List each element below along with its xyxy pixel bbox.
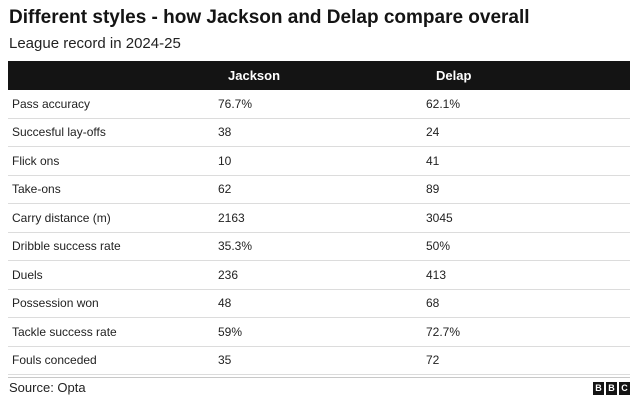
delap-value: 72.7% [424,317,630,347]
delap-value: 50% [424,232,630,261]
jackson-value: 76.7% [216,90,424,119]
comparison-table: Jackson Delap Pass accuracy 76.7% 62.1% Suc… [8,61,630,375]
table-row: Pass accuracy 76.7% 62.1% [8,90,630,119]
jackson-value: 236 [216,260,424,290]
column-header-stat [8,61,216,90]
footer-divider [8,377,630,378]
table-header-row: Jackson Delap [8,61,630,90]
logo-letter: B [593,382,604,395]
delap-value: 62.1% [424,90,630,119]
jackson-value: 59% [216,317,424,347]
stat-label: Succesful lay-offs [8,118,216,147]
stat-label: Take-ons [8,175,216,204]
page-subtitle: League record in 2024-25 [9,35,181,52]
source-note: Source: Opta [9,380,86,395]
delap-value: 89 [424,175,630,204]
table-row: Carry distance (m) 2163 3045 [8,203,630,233]
column-header-delap: Delap [436,68,472,83]
stat-label: Carry distance (m) [8,203,216,233]
delap-value: 413 [424,260,630,290]
stat-label: Fouls conceded [8,346,216,375]
delap-value: 41 [424,146,630,176]
page-title: Different styles - how Jackson and Delap… [9,7,530,28]
stat-label: Duels [8,260,216,290]
jackson-value: 62 [216,175,424,204]
table-row: Tackle success rate 59% 72.7% [8,317,630,347]
bbc-logo: B B C [593,382,630,395]
logo-letter: C [619,382,630,395]
table-row: Take-ons 62 89 [8,175,630,204]
table-row: Dribble success rate 35.3% 50% [8,232,630,261]
jackson-value: 38 [216,118,424,147]
column-header-jackson: Jackson [228,68,281,83]
stat-label: Dribble success rate [8,232,216,261]
table-row: Possession won 48 68 [8,289,630,318]
table-body: Pass accuracy 76.7% 62.1% Succesful lay-off… [8,90,630,375]
stat-label: Flick ons [8,146,216,176]
jackson-value: 48 [216,289,424,318]
table-row: Flick ons 10 41 [8,146,630,176]
table-row: Duels 236 413 [8,260,630,290]
jackson-value: 35.3% [216,232,424,261]
jackson-value: 2163 [216,203,424,233]
delap-value: 72 [424,346,630,375]
stat-label: Pass accuracy [8,90,216,119]
jackson-value: 35 [216,346,424,375]
delap-value: 24 [424,118,630,147]
table-row: Succesful lay-offs 38 24 [8,118,630,147]
stat-label: Tackle success rate [8,317,216,347]
jackson-value: 10 [216,146,424,176]
logo-letter: B [606,382,617,395]
delap-value: 3045 [424,203,630,233]
table-row: Fouls conceded 35 72 [8,346,630,375]
delap-value: 68 [424,289,630,318]
stat-label: Possession won [8,289,216,318]
